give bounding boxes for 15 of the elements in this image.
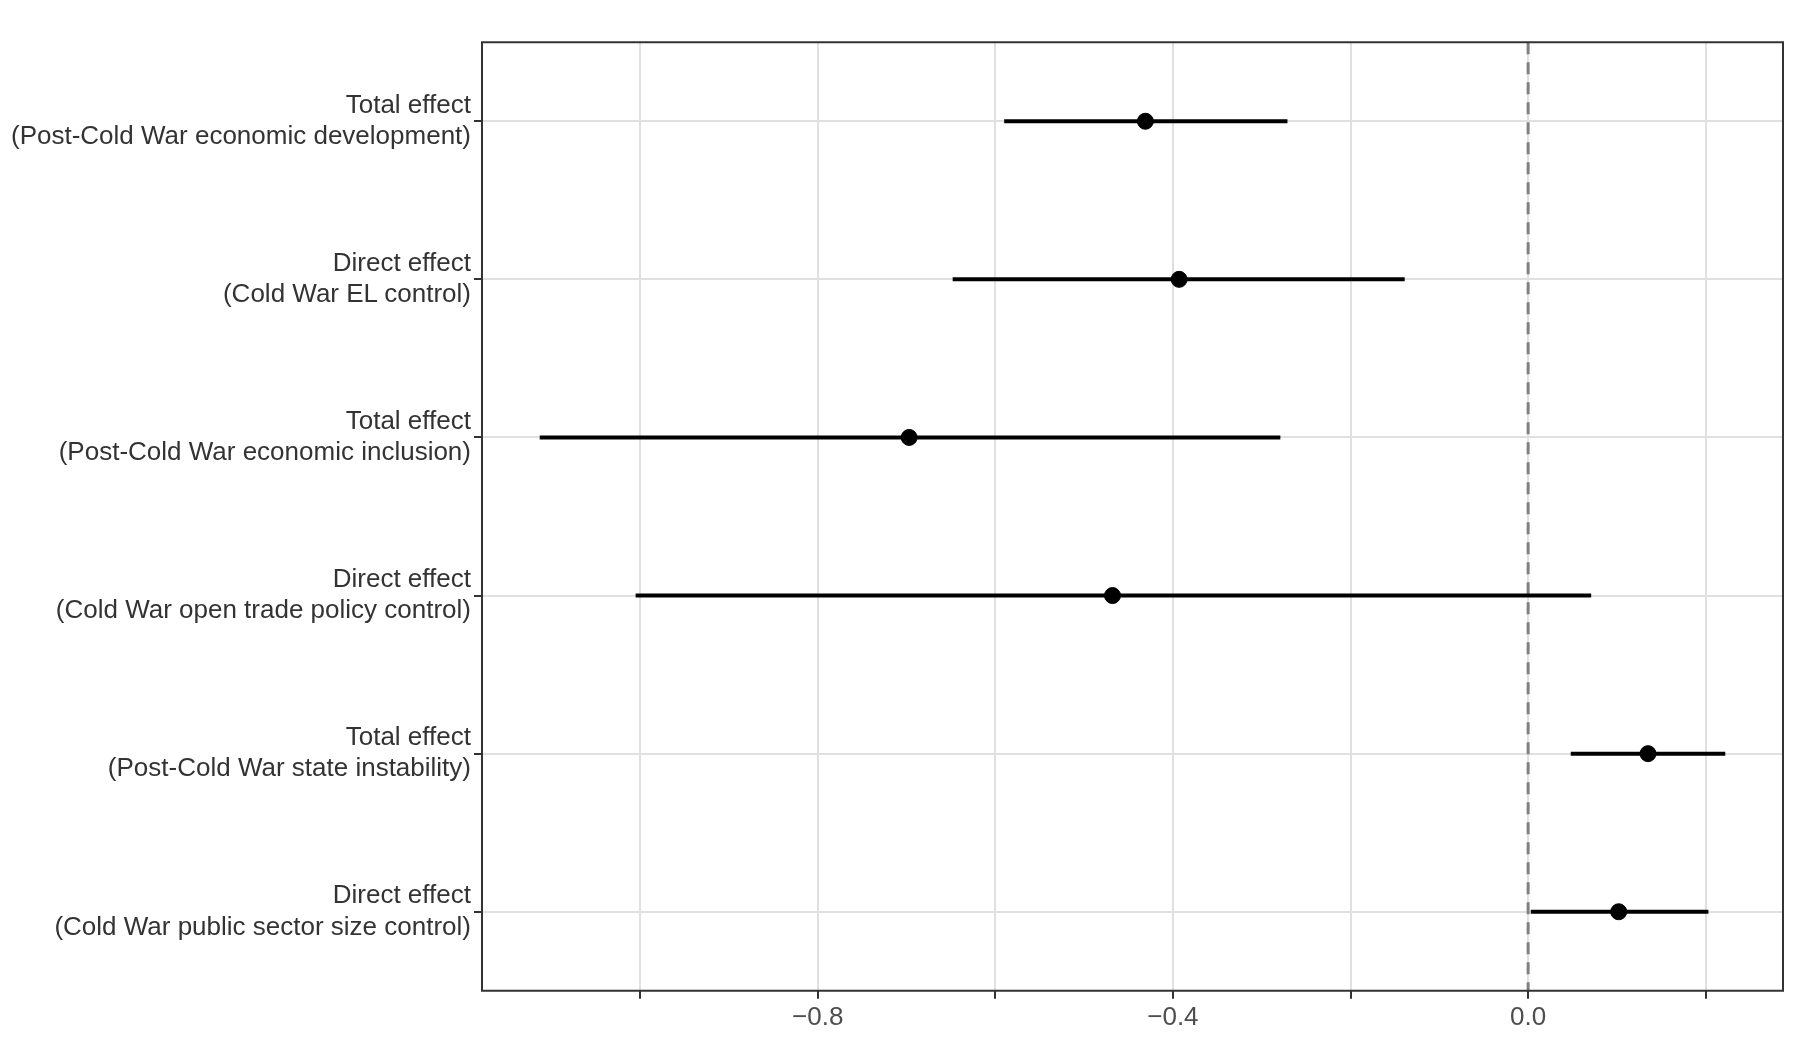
y-tick-label: Total effect (Post-Cold War state instability) [107,721,472,783]
point [1610,903,1628,921]
y-tick-label: Direct effect (Cold War public sector size control) [54,879,472,941]
point [1170,270,1188,288]
x-tick-label: −0.4 [1147,1000,1199,1031]
y-tick-label: Direct effect (Cold War EL control) [222,246,472,309]
x-tick-label: −0.8 [792,1000,844,1031]
point [900,428,918,446]
y-tick-label: Total effect (Post-Cold War economic inclusion) [58,405,472,467]
point [1136,112,1154,130]
y-tick-label: Direct effect (Cold War open trade policy control) [55,563,472,625]
point [1639,745,1657,763]
y-tick-label: Total effect (Post-Cold War economic development) [10,88,472,151]
x-tick-label: 0.0 [1510,1000,1547,1031]
point [1104,587,1122,605]
